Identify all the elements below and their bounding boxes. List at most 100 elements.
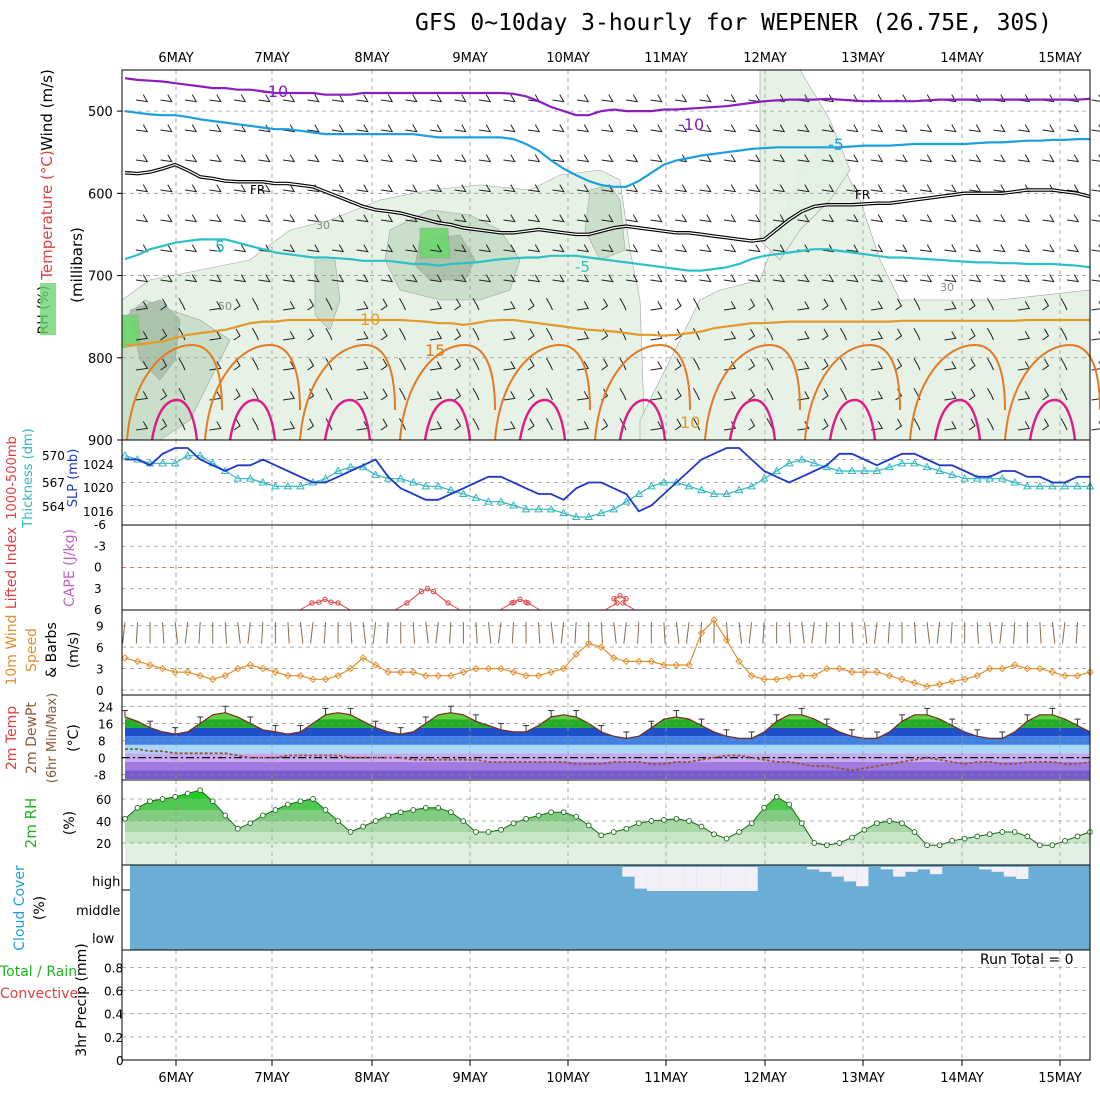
rh-point [1074,833,1081,840]
x-date-bottom: 6MAY [158,1071,193,1086]
wind-barb [870,274,884,283]
wind-speed-point [271,668,280,676]
wind-barb [233,244,247,253]
wind-barb [919,154,933,163]
thickness-point [321,474,330,482]
rh-point [1024,833,1031,840]
wind-barb [846,214,859,223]
surface-wind-barb [1039,622,1042,644]
wind-barb [429,244,443,253]
thickness-point [922,462,932,471]
wind-barb [748,388,756,401]
wind-barb [723,244,737,253]
surface-wind-barb [726,622,729,644]
wind-barb [1060,328,1068,341]
isotherm-minus5 [124,110,1090,188]
wind-barb [398,328,406,341]
cloud-high-gap [806,867,820,870]
rh-point [147,798,153,805]
wind-barb [968,388,976,401]
wind-barb [552,184,565,193]
wind-speed-point [760,675,768,683]
wind-barb [625,94,639,103]
surface-wind-barb [936,622,941,644]
rh-region [314,259,341,331]
rh-point [949,837,955,844]
ytick-rh: 20 [96,837,111,851]
isotherm-plus20 [828,398,877,441]
wind-barb [601,154,614,163]
wind-speed-point [246,661,255,669]
rh-point [936,842,943,849]
rh-band [125,821,1090,832]
wind-speed-point [697,629,706,637]
wind-barb [527,184,541,193]
ylabel-cloud-unit: (%) [32,896,48,920]
wind-barb [576,214,590,223]
wind-barb [797,124,810,133]
wind-barb [209,244,222,253]
isotherm-plus20 [423,398,472,441]
wind-barb [160,298,168,311]
wind-barb [650,391,663,401]
rh-point [197,787,204,794]
label-minus5: -5 [828,135,844,154]
thickness-point [772,466,782,474]
ytick-wind: 3 [96,663,104,677]
thickness-point [1073,481,1082,490]
wind-barb [1066,274,1080,283]
wind-barb [282,274,296,283]
upper-air-panel: -10 -10 -5 -5 5 10 10 15 FR FR 30 30 50 [121,69,1100,441]
wind-barb [797,214,810,223]
isotherm-plus15 [204,343,301,441]
wind-barb [601,214,614,223]
thickness-point [296,481,305,490]
wind-speed-point [798,672,806,680]
wind-barb [398,418,406,431]
label-plus10: 10 [680,413,700,432]
wind-speed-point [1048,668,1057,676]
rh-point [1062,837,1068,844]
isotherm-plus20 [228,398,277,441]
wind-speed-point [121,654,129,662]
wind-barb [625,154,639,163]
rh-region [121,169,646,441]
ytick-wind: 0 [96,684,104,698]
wind-barb [552,94,565,103]
thickness-point [784,458,794,467]
wind-barb [895,418,903,431]
surface-wind-barb [863,622,868,644]
cloud-high-gap [856,867,869,887]
wind-barb [178,418,186,431]
wind-barb [919,274,933,283]
surface-wind-barb [350,622,353,644]
rh-point [447,809,454,816]
rh-point [911,829,918,835]
wind-speed-point [234,664,242,673]
wind-barb [944,154,957,163]
wind-barb [895,298,903,311]
wind-barb [674,274,688,283]
cloud-high-gap [671,867,684,891]
ytick-thickness: 564 [42,500,65,514]
rh-point [861,826,868,833]
wind-barb [552,214,565,223]
wind-barb [160,244,173,253]
wind-barb [233,274,247,283]
wind-barb [748,418,756,431]
rh-point [1037,842,1043,849]
rh-point [736,829,742,835]
freezing-level-inner [124,163,1091,242]
wind-barb [692,298,700,311]
lifted-index-point [617,593,623,599]
wind-barb [797,301,810,311]
wind-speed-point [434,672,443,680]
isotherm-plus20 [1028,398,1077,441]
temp-line [124,712,1091,740]
thickness-point [496,497,506,505]
wind-speed-point [321,675,330,683]
wind-speed-point [497,664,505,673]
thickness-point [860,466,869,474]
wind-barb [766,388,774,401]
wind-barb [478,244,492,253]
